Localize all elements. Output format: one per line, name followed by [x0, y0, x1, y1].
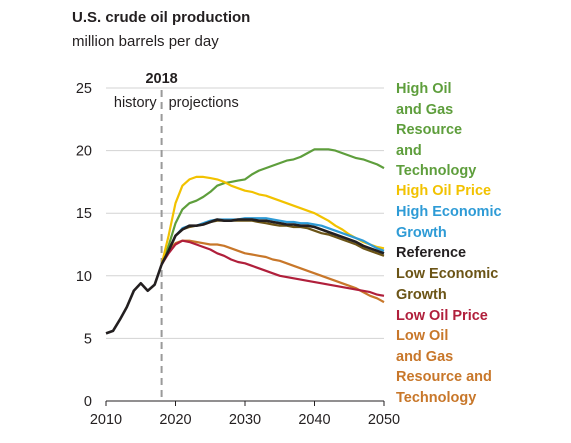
divider-year-label: 2018	[145, 71, 177, 87]
y-tick-label-25: 25	[76, 81, 92, 97]
series-line-low-oil-and-gas-resource-and-technology	[160, 239, 385, 304]
chart-title: U.S. crude oil production	[72, 9, 251, 26]
x-tick-label-2010: 2010	[90, 412, 122, 428]
series-label-high-oil-and-gas-resource-and-technology: High Oil and Gas Resource and Technology	[396, 79, 476, 182]
series-label-line: Growth	[396, 286, 447, 303]
series-label-line: Growth	[396, 224, 447, 241]
series-line-high-oil-price	[160, 175, 385, 265]
series-label-high-economic-growth: High Economic Growth	[396, 202, 502, 243]
series-label-high-oil-price: High Oil Price	[396, 181, 491, 202]
series-label-line: Reference	[396, 245, 467, 261]
x-tick-label-2020: 2020	[159, 412, 191, 428]
series-label-line: Technology	[396, 163, 477, 180]
y-tick-label-0: 0	[84, 394, 92, 410]
series-label-line: High Oil	[396, 81, 452, 97]
series-label-line: and	[396, 142, 422, 159]
history-line	[105, 264, 163, 335]
series-label-low-oil-and-gas-resource-and-technology: Low Oil and Gas Resource and Technology	[396, 326, 492, 408]
series-label-line: Low Oil	[396, 328, 449, 344]
series-label-line: Technology	[396, 389, 477, 406]
x-tick-label-2040: 2040	[298, 412, 330, 428]
series-label-line: Low Oil Price	[396, 308, 488, 324]
series-label-line: and Gas	[396, 348, 454, 365]
series-label-reference: Reference	[396, 243, 466, 264]
y-tick-label-10: 10	[76, 269, 92, 285]
projections-label: projections	[169, 95, 239, 111]
series-label-low-oil-price: Low Oil Price	[396, 306, 488, 327]
y-tick-label-5: 5	[84, 331, 92, 347]
history-label: history	[114, 95, 157, 111]
series-label-low-economic-growth: Low Economic Growth	[396, 264, 498, 305]
x-tick-label-2050: 2050	[368, 412, 400, 428]
y-tick-label-15: 15	[76, 206, 92, 222]
y-tick-label-20: 20	[76, 144, 92, 160]
series-label-line: High Oil Price	[396, 183, 492, 199]
series-label-line: Resource	[396, 122, 463, 139]
series-label-line: Low Economic	[396, 266, 499, 282]
series-line-high-oil-and-gas-resource-and-technology	[160, 148, 385, 265]
series-line-reference	[160, 218, 385, 266]
x-tick-label-2030: 2030	[229, 412, 261, 428]
series-label-line: High Economic	[396, 204, 502, 220]
series-line-low-oil-price	[160, 239, 385, 297]
chart-subtitle: million barrels per day	[72, 33, 219, 50]
series-label-line: Resource and	[396, 369, 492, 386]
series-label-line: and Gas	[396, 101, 454, 118]
